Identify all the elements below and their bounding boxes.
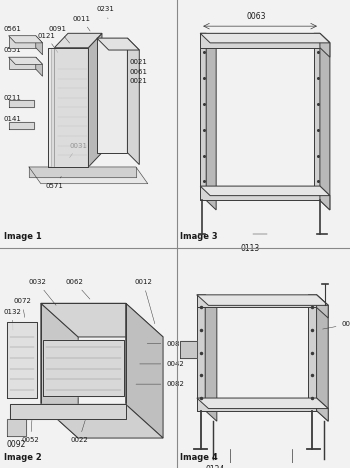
Text: 0091: 0091 xyxy=(49,26,70,43)
Polygon shape xyxy=(197,398,316,411)
Text: 0072: 0072 xyxy=(13,298,31,317)
Text: 0062: 0062 xyxy=(66,279,90,299)
Text: Image 3: Image 3 xyxy=(180,232,218,241)
Polygon shape xyxy=(197,295,328,305)
Polygon shape xyxy=(126,303,163,438)
Polygon shape xyxy=(200,186,320,200)
Polygon shape xyxy=(308,295,316,411)
Polygon shape xyxy=(9,100,34,107)
Polygon shape xyxy=(197,295,205,411)
Polygon shape xyxy=(48,48,88,167)
Text: 0061: 0061 xyxy=(129,68,147,74)
Text: 0132: 0132 xyxy=(4,309,21,330)
Text: 0082: 0082 xyxy=(136,381,184,387)
Text: 0032: 0032 xyxy=(28,279,56,305)
Polygon shape xyxy=(9,36,36,48)
Text: 0082: 0082 xyxy=(147,341,184,347)
Polygon shape xyxy=(200,33,206,200)
Polygon shape xyxy=(43,340,124,396)
Polygon shape xyxy=(206,33,216,210)
Polygon shape xyxy=(55,48,88,167)
Polygon shape xyxy=(314,33,320,200)
Polygon shape xyxy=(7,419,26,436)
Polygon shape xyxy=(36,36,43,55)
Polygon shape xyxy=(200,33,320,48)
Text: 0571: 0571 xyxy=(46,176,63,189)
Polygon shape xyxy=(180,341,197,358)
Polygon shape xyxy=(316,295,328,318)
Text: Image 2: Image 2 xyxy=(4,453,41,461)
Polygon shape xyxy=(197,398,328,409)
Polygon shape xyxy=(7,322,37,398)
Polygon shape xyxy=(97,38,139,50)
Polygon shape xyxy=(320,33,330,210)
Text: 0092: 0092 xyxy=(7,440,26,449)
Polygon shape xyxy=(200,33,330,43)
Polygon shape xyxy=(9,122,34,129)
Text: 0021: 0021 xyxy=(129,78,147,84)
Polygon shape xyxy=(316,295,328,421)
Text: 0021: 0021 xyxy=(129,59,147,65)
Polygon shape xyxy=(41,303,78,438)
Polygon shape xyxy=(316,398,328,421)
Polygon shape xyxy=(314,33,330,43)
Polygon shape xyxy=(197,295,217,305)
Polygon shape xyxy=(9,36,43,43)
Polygon shape xyxy=(51,48,88,167)
Text: 0063: 0063 xyxy=(247,12,266,21)
Text: 0551: 0551 xyxy=(4,47,21,53)
Text: 0561: 0561 xyxy=(4,26,21,31)
Polygon shape xyxy=(9,57,36,69)
Text: 0042: 0042 xyxy=(140,361,184,367)
Text: 0011: 0011 xyxy=(72,16,91,31)
Text: 0211: 0211 xyxy=(4,95,21,101)
Text: 0064: 0064 xyxy=(323,321,350,329)
Polygon shape xyxy=(36,57,43,76)
Text: 0113: 0113 xyxy=(240,244,259,253)
Text: 0141: 0141 xyxy=(4,116,21,122)
Polygon shape xyxy=(29,167,136,176)
Polygon shape xyxy=(29,167,148,183)
Text: 0031: 0031 xyxy=(69,142,87,158)
Polygon shape xyxy=(205,295,217,421)
Polygon shape xyxy=(9,57,43,64)
Text: 0012: 0012 xyxy=(134,279,155,324)
Polygon shape xyxy=(41,303,163,337)
Polygon shape xyxy=(97,38,127,153)
Polygon shape xyxy=(10,404,126,419)
Polygon shape xyxy=(127,38,139,165)
Polygon shape xyxy=(55,33,102,48)
Text: Image 4: Image 4 xyxy=(180,453,218,461)
Polygon shape xyxy=(41,404,163,438)
Text: 0231: 0231 xyxy=(96,7,114,19)
Text: 0052: 0052 xyxy=(22,416,40,443)
Polygon shape xyxy=(200,33,216,43)
Polygon shape xyxy=(197,295,316,307)
Text: 0022: 0022 xyxy=(70,416,88,443)
Polygon shape xyxy=(320,33,330,57)
Polygon shape xyxy=(200,186,330,196)
Text: 0124: 0124 xyxy=(205,465,224,468)
Polygon shape xyxy=(308,295,328,305)
Text: 0121: 0121 xyxy=(37,33,58,52)
Text: Image 1: Image 1 xyxy=(4,232,41,241)
Polygon shape xyxy=(320,186,330,210)
Polygon shape xyxy=(88,33,102,167)
